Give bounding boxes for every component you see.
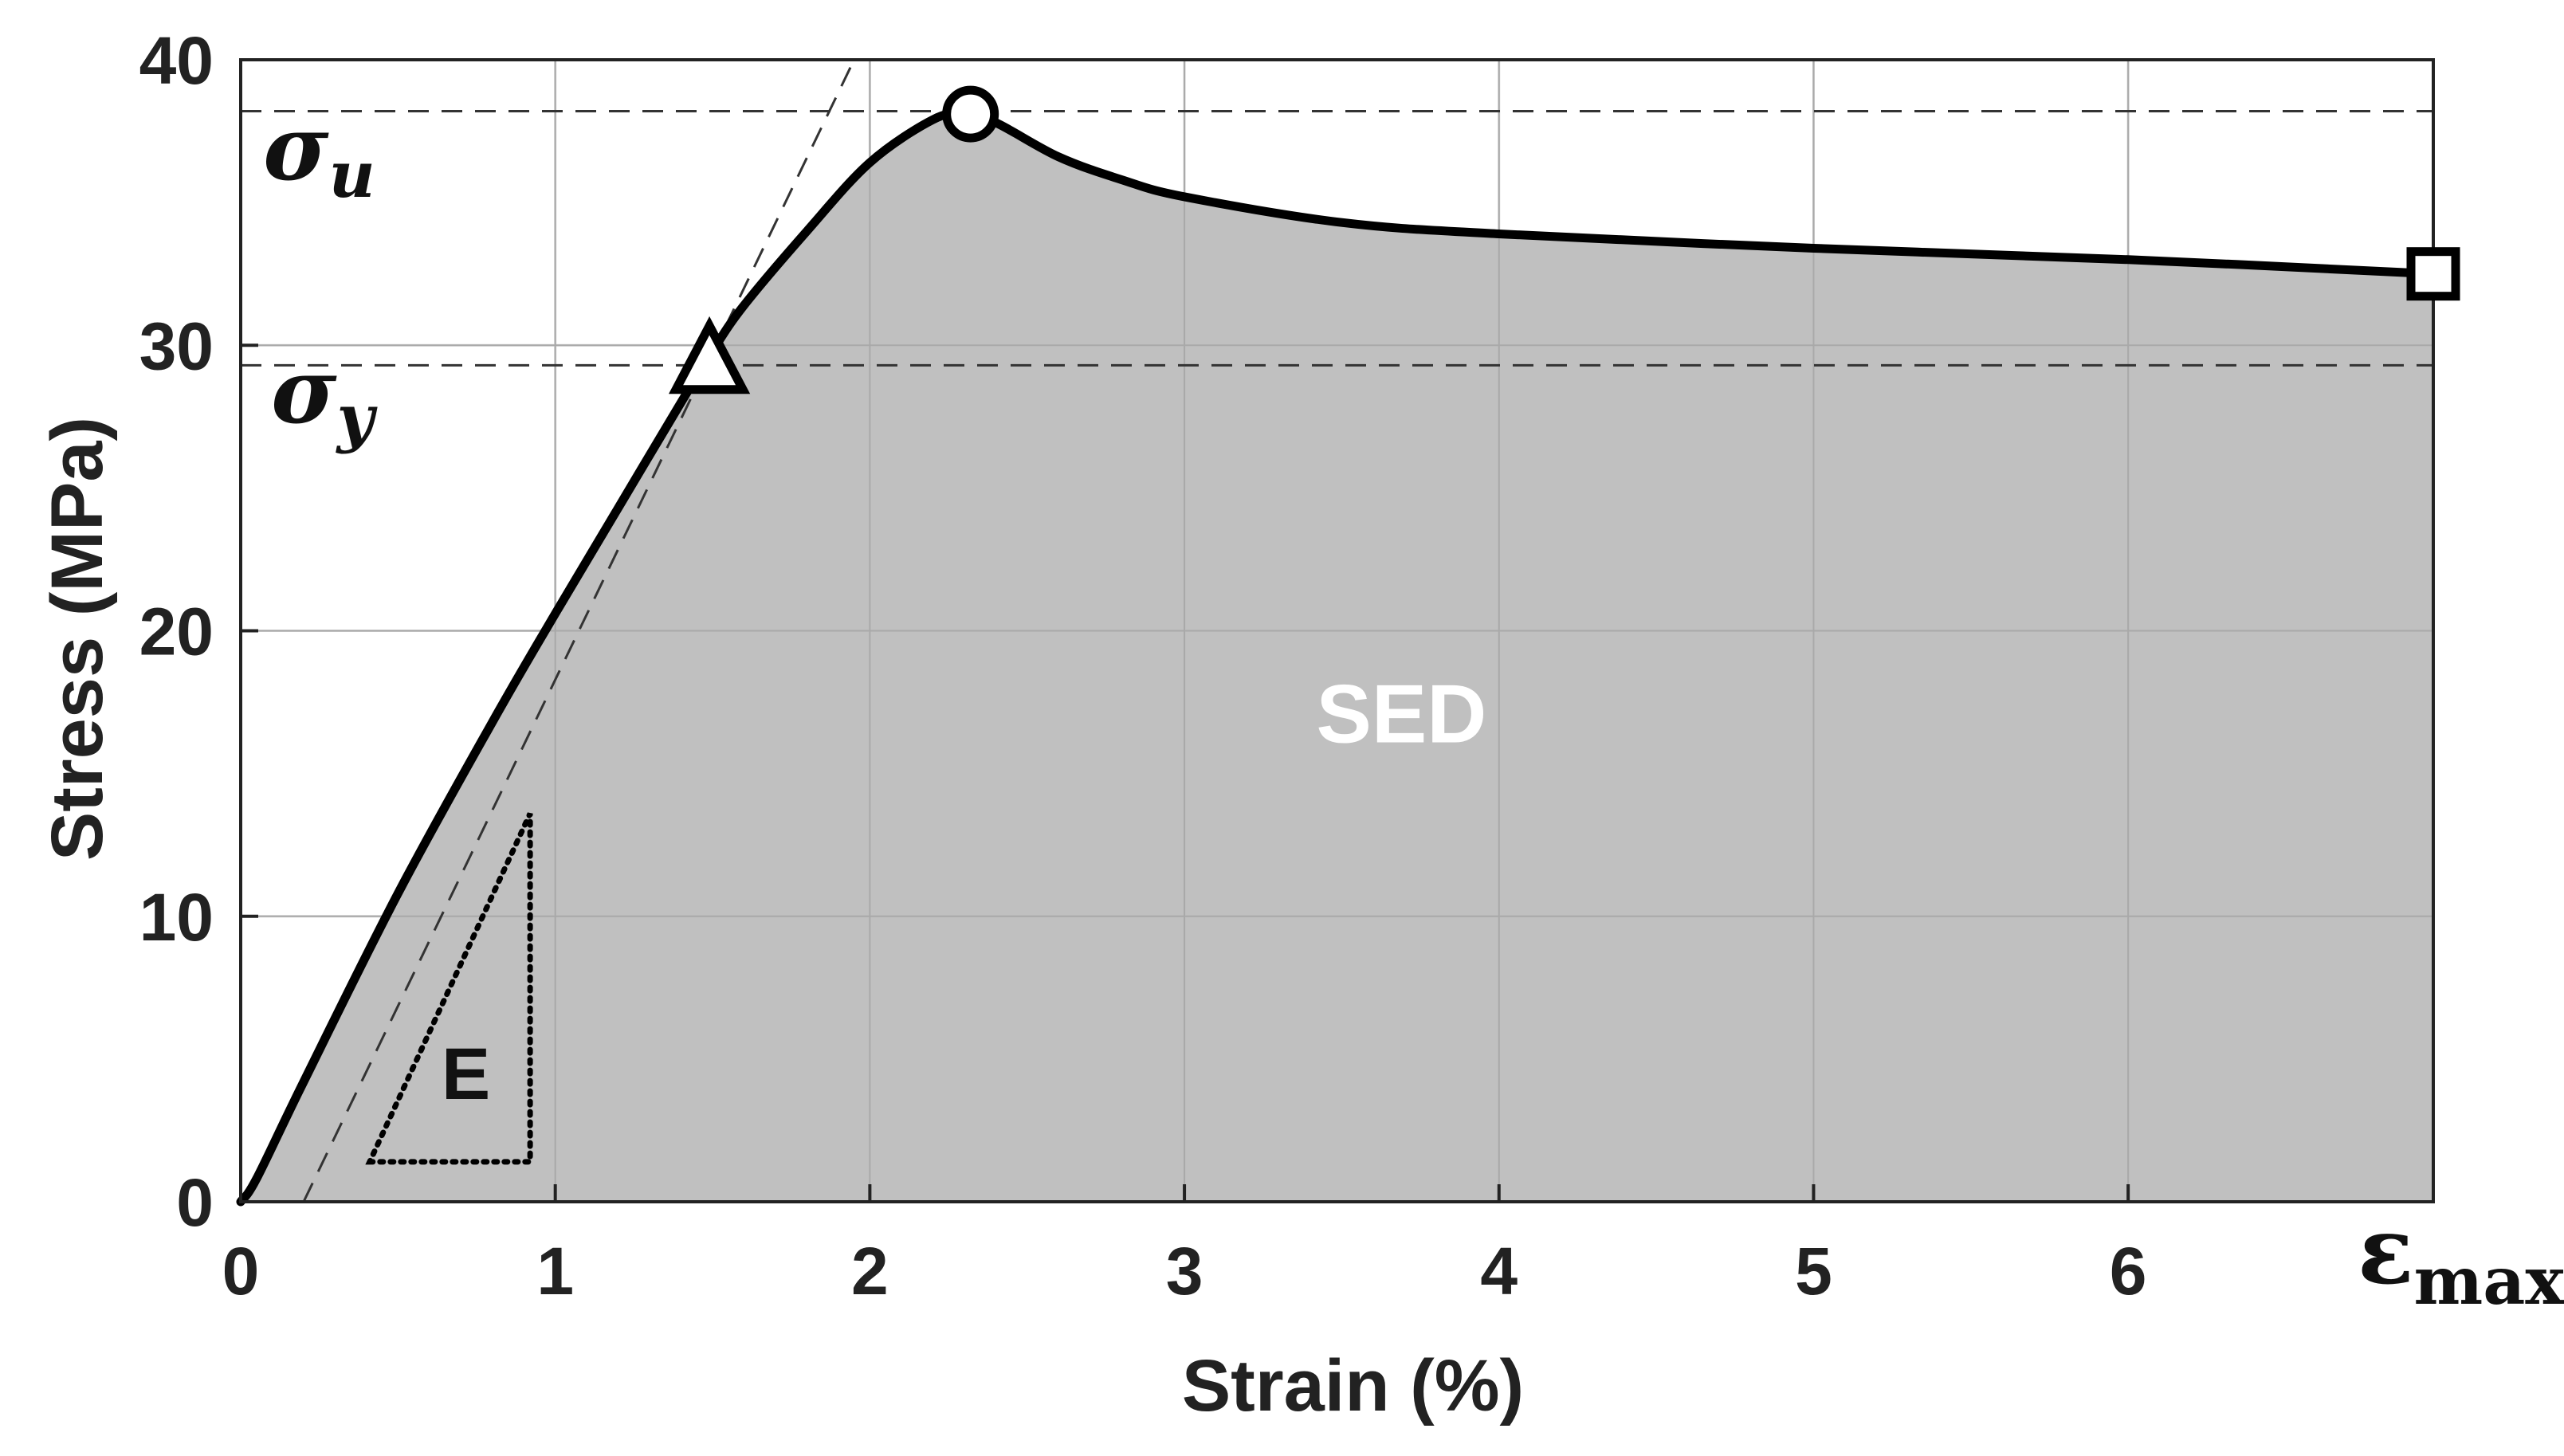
x-axis-title: Strain (%) [1182,1345,1524,1427]
eps-max-label: εmax [2358,1197,2564,1320]
ultimate-stress-marker [942,85,999,143]
reference-line-modulus [302,59,855,1203]
max-strain-marker [2406,247,2460,301]
sed-area [241,113,2433,1203]
y-tick-label: 0 [176,1165,214,1240]
modulus-slope-triangle [365,812,533,1165]
y-tick-label: 10 [139,880,214,955]
grid-over-fill-layer [241,60,2433,1202]
sigma-y-label: σy [271,339,379,455]
x-tick-label: 6 [2110,1234,2147,1309]
stress-strain-curve [236,108,2438,1207]
y-axis-title: Stress (MPa) [37,417,118,861]
eps-max-base: ε [2358,1197,2414,1305]
y-tick-label: 20 [139,595,214,669]
x-tick-label: 0 [222,1234,260,1309]
x-tick-label: 5 [1795,1234,1832,1309]
y-tick-label: 30 [139,308,214,383]
reference-lines-layer [241,59,2433,1203]
tick-labels-layer: 0 1 2 3 4 5 6 0 10 20 30 40 [139,23,2147,1309]
sigma-u-label: σu [263,96,375,212]
x-tick-label: 3 [1166,1234,1203,1309]
modulus-label: E [442,1034,490,1115]
x-tick-label: 4 [1480,1234,1518,1309]
sigma-u-base: σ [263,96,329,201]
sed-area-label: SED [1316,668,1486,760]
sigma-y-base: σ [271,339,337,444]
sigma-y-sub: y [336,380,379,455]
x-tick-label: 2 [851,1234,889,1309]
eps-max-sub: max [2414,1243,2564,1320]
yield-point-marker [668,316,751,394]
markers-layer [668,85,2460,394]
sigma-u-sub: u [329,137,375,212]
x-tick-label: 1 [536,1234,574,1309]
y-tick-label: 40 [139,23,214,98]
